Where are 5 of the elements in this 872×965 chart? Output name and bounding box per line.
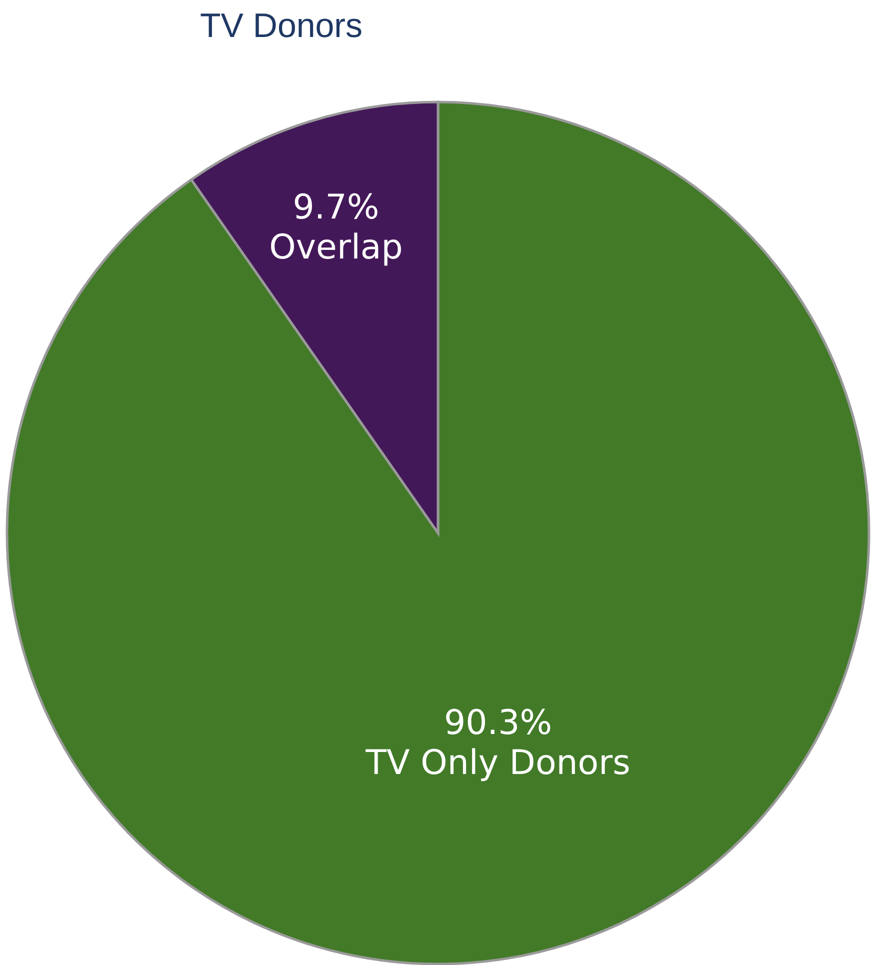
- slice-label: TV Only Donors: [364, 742, 630, 783]
- data-label: 90.3%: [444, 702, 552, 743]
- chart-title: TV Donors: [200, 7, 362, 45]
- slice-label: Overlap: [269, 228, 403, 268]
- data-label: 9.7%: [292, 188, 380, 228]
